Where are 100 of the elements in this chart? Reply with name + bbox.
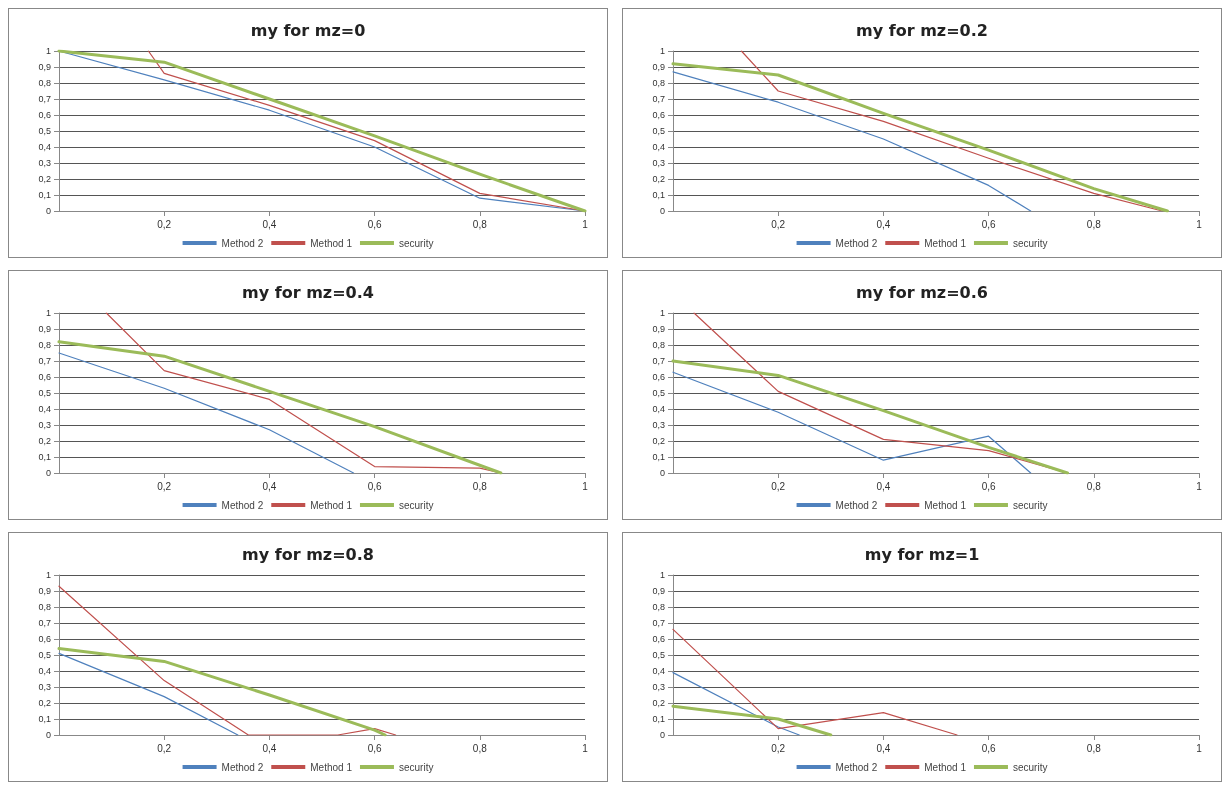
x-tick-label: 0,4 (262, 480, 277, 492)
y-tick-label: 0,9 (38, 586, 51, 596)
y-tick-label: 0 (45, 730, 51, 740)
x-tick-label: 0,2 (157, 742, 172, 754)
y-tick-label: 0,9 (38, 324, 51, 334)
y-tick-label: 0,6 (652, 110, 665, 120)
line-series (672, 71, 1032, 212)
line-series (57, 340, 503, 475)
line-series (671, 62, 1169, 213)
chart-title: my for mz=0.8 (242, 544, 374, 564)
y-tick-label: 0,7 (38, 618, 51, 628)
x-tick-label: 0,4 (262, 742, 277, 754)
line-series (740, 50, 1163, 212)
y-tick-label: 0,1 (652, 452, 665, 462)
x-tick-label: 0,6 (367, 480, 382, 492)
line-series (58, 352, 355, 474)
y-tick-label: 0,3 (38, 158, 51, 168)
y-tick-label: 0,2 (652, 698, 665, 708)
y-tick-label: 0,7 (38, 94, 51, 104)
y-tick-label: 0 (45, 468, 51, 478)
y-tick-label: 0,4 (652, 666, 665, 676)
y-tick-label: 0,3 (652, 682, 665, 692)
y-tick-label: 0,7 (652, 356, 665, 366)
legend-label: Method 2 (835, 761, 878, 773)
x-tick-label: 1 (1196, 480, 1203, 492)
legend-label: Method 1 (310, 499, 353, 511)
y-tick-label: 0,9 (652, 324, 665, 334)
y-tick-label: 0,1 (652, 190, 665, 200)
y-tick-label: 1 (45, 570, 51, 580)
chart-title: my for mz=0 (250, 20, 366, 40)
y-tick-label: 0,4 (38, 142, 51, 152)
x-tick-label: 1 (582, 218, 589, 230)
y-tick-label: 0,6 (38, 110, 51, 120)
y-tick-label: 0,6 (38, 372, 51, 382)
x-tick-label: 0,8 (1086, 480, 1102, 492)
legend-label: security (1012, 761, 1048, 773)
legend-label: security (398, 499, 434, 511)
y-tick-label: 0,2 (38, 436, 51, 446)
line-series (671, 359, 1069, 475)
y-tick-label: 0 (659, 206, 665, 216)
y-tick-label: 0,6 (652, 372, 665, 382)
legend-label: Method 2 (835, 499, 878, 511)
line-series (672, 371, 1032, 474)
y-tick-label: 1 (45, 308, 51, 318)
y-tick-label: 0,2 (38, 174, 51, 184)
y-tick-label: 1 (659, 46, 665, 56)
legend-label: security (1012, 237, 1048, 249)
y-tick-label: 0,5 (38, 650, 51, 660)
legend-label: security (1012, 499, 1048, 511)
x-tick-label: 0,8 (472, 480, 488, 492)
y-tick-label: 0,8 (38, 78, 51, 88)
x-tick-label: 0,8 (1086, 218, 1102, 230)
legend-label: Method 1 (924, 237, 967, 249)
legend-label: Method 2 (221, 761, 264, 773)
x-tick-label: 0,2 (771, 218, 786, 230)
legend-label: security (398, 761, 434, 773)
y-tick-label: 0,7 (652, 618, 665, 628)
x-tick-label: 0,4 (876, 742, 891, 754)
legend-label: Method 1 (924, 761, 967, 773)
x-tick-label: 0,2 (157, 218, 172, 230)
x-tick-label: 0,8 (1086, 742, 1102, 754)
y-tick-label: 0 (659, 468, 665, 478)
y-tick-label: 1 (45, 46, 51, 56)
y-tick-label: 0,4 (652, 404, 665, 414)
y-tick-label: 0,6 (652, 634, 665, 644)
y-tick-label: 0,2 (38, 698, 51, 708)
y-tick-label: 0,8 (38, 602, 51, 612)
y-tick-label: 0,4 (652, 142, 665, 152)
y-tick-label: 0,5 (652, 650, 665, 660)
chart-title: my for mz=0.2 (856, 20, 988, 40)
y-tick-label: 1 (659, 308, 665, 318)
y-tick-label: 0,9 (652, 62, 665, 72)
y-tick-label: 0,8 (38, 340, 51, 350)
legend-label: Method 1 (310, 237, 353, 249)
chart-title: my for mz=0.6 (856, 282, 988, 302)
chart-title: my for mz=1 (864, 544, 980, 564)
x-tick-label: 0,8 (472, 218, 488, 230)
y-tick-label: 0,3 (38, 682, 51, 692)
legend-label: Method 2 (835, 237, 878, 249)
y-tick-label: 0,9 (38, 62, 51, 72)
y-tick-label: 0,1 (652, 714, 665, 724)
line-series (58, 585, 397, 736)
y-tick-label: 0,2 (652, 174, 665, 184)
line-series (57, 647, 387, 737)
y-tick-label: 0,5 (38, 126, 51, 136)
x-tick-label: 0,8 (472, 742, 488, 754)
y-tick-label: 0,1 (38, 190, 51, 200)
y-tick-label: 0,7 (38, 356, 51, 366)
line-series (672, 628, 958, 736)
legend-label: Method 2 (221, 499, 264, 511)
y-tick-label: 0,6 (38, 634, 51, 644)
x-tick-label: 1 (582, 480, 589, 492)
y-tick-label: 0,3 (38, 420, 51, 430)
y-tick-label: 0,3 (652, 420, 665, 430)
y-tick-label: 0,8 (652, 340, 665, 350)
legend-label: Method 1 (310, 761, 353, 773)
x-tick-label: 1 (582, 742, 589, 754)
x-tick-label: 0,4 (876, 480, 891, 492)
x-tick-label: 0,4 (876, 218, 891, 230)
x-tick-label: 0,2 (771, 480, 786, 492)
